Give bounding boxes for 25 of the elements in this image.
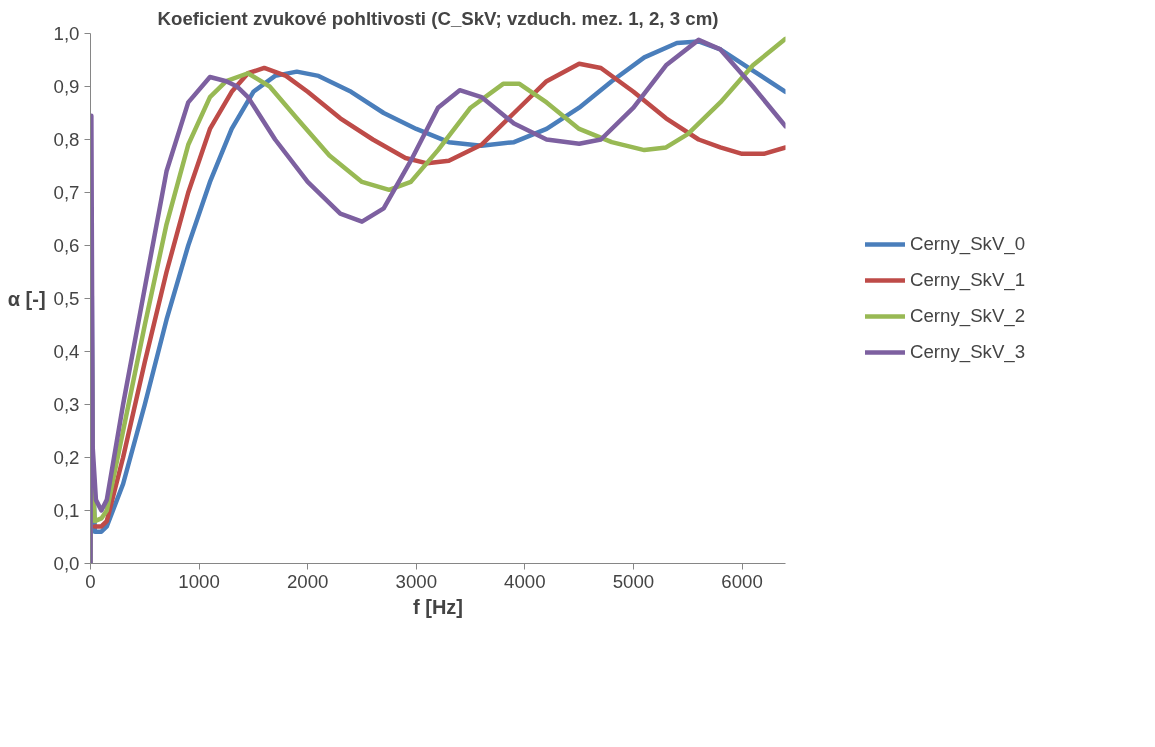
y-tick-label: 0,7 xyxy=(53,182,80,203)
y-tick-label: 0,6 xyxy=(53,235,80,256)
x-tick-label: 4000 xyxy=(504,570,546,592)
chart-title: Koeficient zvukové pohltivosti (C_SkV; vzduch. mez. 1, 2, 3 cm) xyxy=(157,7,719,29)
y-axis-title: α [-] xyxy=(7,287,46,310)
x-tick-label: 0 xyxy=(85,570,96,592)
y-tick-label: 0,3 xyxy=(53,394,80,415)
y-tick-label: 0,0 xyxy=(53,553,80,574)
y-tick-label: 0,9 xyxy=(53,76,80,97)
x-tick-label: 1000 xyxy=(178,570,220,592)
y-tick-label: 1,0 xyxy=(53,23,80,44)
legend-label: Cerny_SkV_0 xyxy=(910,233,1026,255)
x-tick-label: 6000 xyxy=(721,570,763,592)
x-tick-label: 2000 xyxy=(286,570,329,592)
legend-label: Cerny_SkV_3 xyxy=(910,341,1026,363)
x-axis-title: f [Hz] xyxy=(413,595,463,618)
y-tick-label: 0,2 xyxy=(53,447,80,468)
y-tick-label: 0,8 xyxy=(53,129,80,150)
y-tick-label: 0,5 xyxy=(53,288,80,309)
x-tick-label: 3000 xyxy=(395,570,438,592)
y-tick-label: 0,4 xyxy=(53,341,80,362)
legend-label: Cerny_SkV_1 xyxy=(910,269,1026,291)
y-tick-label: 0,1 xyxy=(53,500,80,521)
legend-label: Cerny_SkV_2 xyxy=(910,305,1026,327)
x-tick-label: 5000 xyxy=(612,570,655,592)
